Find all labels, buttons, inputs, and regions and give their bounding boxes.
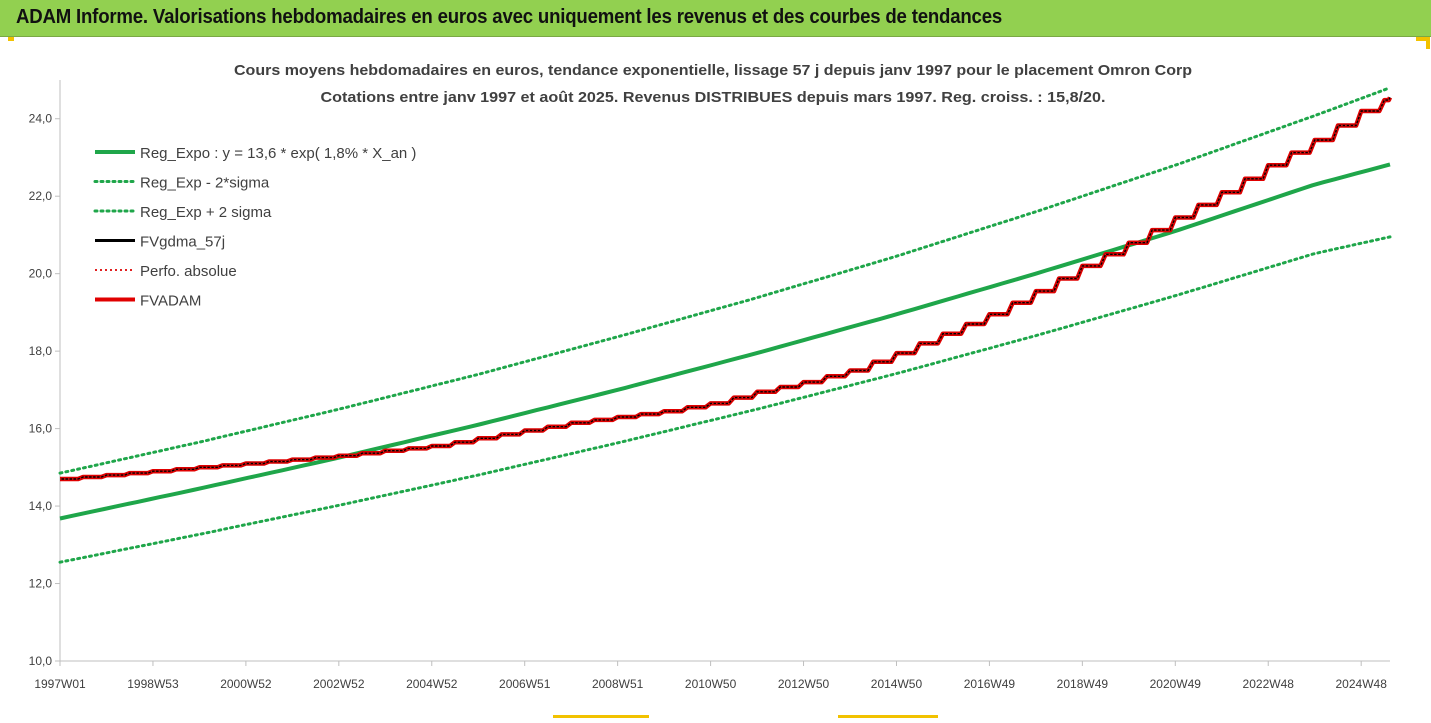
series-reg-exp-minus-2sigma-line: [58, 235, 1392, 564]
series-reg-exp-plus-2sigma-line: [58, 86, 1392, 475]
legend-label: FVADAM: [140, 293, 201, 310]
x-tick-label: 2016W49: [964, 677, 1016, 691]
x-tick-label: 2010W50: [685, 677, 737, 691]
y-tick-label: 24,0: [29, 112, 53, 126]
x-tick-label: 2008W51: [592, 677, 644, 691]
legend-item-reg-expo: Reg_Expo : y = 13,6 * exp( 1,8% * X_an ): [95, 145, 416, 162]
x-tick-label: 2014W50: [871, 677, 923, 691]
corner-accent-bottom-right: [838, 715, 938, 718]
x-tick-label: 1997W01: [34, 677, 86, 691]
chart-title: Cours moyens hebdomadaires en euros, ten…: [234, 62, 1192, 79]
legend-item-reg-exp-plus: Reg_Exp + 2 sigma: [93, 204, 272, 221]
corner-accent-top-left: [8, 37, 14, 41]
legend: Reg_Expo : y = 13,6 * exp( 1,8% * X_an )…: [93, 145, 416, 310]
x-tick-label: 2006W51: [499, 677, 551, 691]
legend-label: Reg_Expo : y = 13,6 * exp( 1,8% * X_an ): [140, 145, 416, 162]
x-tick-label: 1998W53: [127, 677, 179, 691]
x-tick-label: 2000W52: [220, 677, 272, 691]
corner-accent-right-edge: [1426, 37, 1430, 49]
chart-area: Cours moyens hebdomadaires en euros, ten…: [0, 37, 1431, 718]
corner-accent-top-right: [1416, 37, 1430, 41]
x-tick-label: 2012W50: [778, 677, 830, 691]
legend-label: Perfo. absolue: [140, 263, 237, 280]
legend-item-fvadam: FVADAM: [95, 293, 201, 310]
legend-item-fvgdma: FVgdma_57j: [95, 234, 225, 251]
legend-item-perfo-absolue: Perfo. absolue: [95, 263, 237, 280]
series-perfo-absolue-line: [60, 97, 1391, 480]
y-tick-label: 20,0: [29, 267, 53, 281]
y-tick-label: 16,0: [29, 422, 53, 436]
y-tick-label: 22,0: [29, 189, 53, 203]
x-tick-label: 2002W52: [313, 677, 365, 691]
x-tick-label: 2020W49: [1150, 677, 1202, 691]
x-tick-label: 2004W52: [406, 677, 458, 691]
y-tick-label: 14,0: [29, 499, 53, 513]
series-layer: [58, 86, 1393, 564]
y-tick-label: 18,0: [29, 344, 53, 358]
legend-label: Reg_Exp - 2*sigma: [140, 175, 270, 192]
legend-label: Reg_Exp + 2 sigma: [140, 204, 272, 221]
report-title: ADAM Informe. Valorisations hebdomadaire…: [16, 6, 1003, 28]
chart-subtitle: Cotations entre janv 1997 et août 2025. …: [321, 89, 1106, 106]
axes-group: 10,0 12,0 14,0 16,0 18,0 20,0 22,0 24,0 1997W01 1…: [29, 80, 1390, 691]
legend-label: FVgdma_57j: [140, 234, 225, 251]
y-tick-label: 12,0: [29, 577, 53, 591]
y-tick-label: 10,0: [29, 654, 53, 668]
x-tick-label: 2018W49: [1057, 677, 1109, 691]
x-tick-label: 2022W48: [1243, 677, 1295, 691]
series-reg-expo-line: [59, 162, 1391, 521]
corner-accent-bottom-left: [553, 715, 649, 718]
trend-chart: Cours moyens hebdomadaires en euros, ten…: [29, 62, 1393, 691]
header-bar: ADAM Informe. Valorisations hebdomadaire…: [0, 0, 1431, 37]
legend-item-reg-exp-minus: Reg_Exp - 2*sigma: [93, 175, 270, 192]
x-tick-label: 2024W48: [1336, 677, 1388, 691]
